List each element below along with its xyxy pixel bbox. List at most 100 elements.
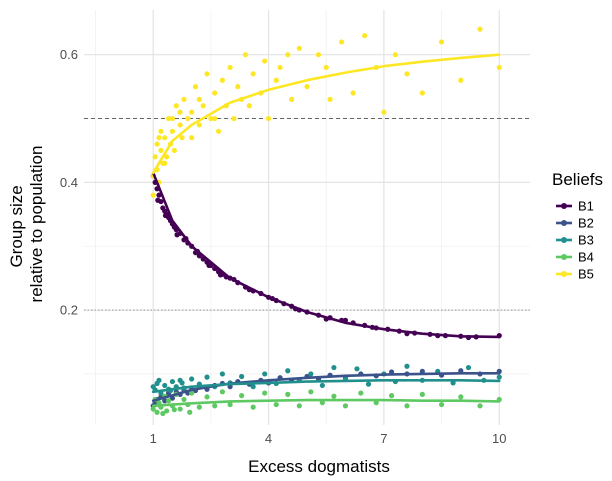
reference-lines — [84, 118, 530, 311]
point-b3-26 — [354, 366, 360, 372]
y-tick-label-1: 0.4 — [60, 175, 78, 190]
point-b5-50 — [381, 109, 387, 115]
point-b5-36 — [250, 71, 256, 77]
point-b4-40 — [187, 409, 193, 415]
point-b5-60 — [169, 115, 176, 122]
point-b5-9 — [162, 135, 168, 141]
point-b5-34 — [242, 52, 249, 58]
point-b4-17 — [219, 389, 226, 395]
point-b4-2 — [154, 409, 160, 415]
point-b5-21 — [189, 135, 195, 141]
point-b5-35 — [246, 103, 252, 109]
point-b5-43 — [296, 45, 302, 51]
point-b3-6 — [169, 378, 176, 385]
point-b5-33 — [235, 84, 241, 90]
point-b3-22 — [308, 371, 314, 377]
point-b5-25 — [204, 71, 210, 77]
point-b3-36 — [496, 374, 502, 380]
x-tick-label-3: 10 — [492, 431, 506, 446]
point-b3-14 — [219, 371, 226, 377]
point-b5-51 — [392, 52, 399, 58]
point-b3-16 — [239, 373, 245, 380]
point-b4-38 — [160, 410, 166, 417]
legend-swatch-dot-b2 — [561, 220, 567, 226]
x-tick-label-1: 4 — [265, 431, 272, 446]
point-b3-34 — [465, 364, 472, 371]
point-b5-4 — [154, 141, 160, 147]
point-b5-38 — [262, 58, 268, 64]
point-b1-51 — [155, 197, 161, 203]
point-b3-10 — [189, 376, 195, 382]
point-b3-27 — [365, 381, 372, 387]
point-b5-58 — [156, 135, 162, 141]
grid — [84, 10, 530, 425]
point-b4-22 — [273, 401, 279, 408]
point-b4-0 — [150, 406, 156, 412]
point-b5-55 — [458, 77, 464, 83]
point-b4-32 — [404, 403, 410, 409]
point-b5-16 — [177, 122, 183, 128]
y-tick-label-2: 0.6 — [60, 47, 78, 62]
point-b5-18 — [181, 96, 187, 102]
point-b5-24 — [200, 103, 206, 109]
y-axis-title-line-1: Group size — [7, 185, 26, 267]
point-b5-10 — [164, 154, 170, 160]
point-b5-61 — [177, 109, 183, 115]
point-b5-41 — [285, 52, 291, 58]
point-b5-42 — [289, 96, 295, 102]
y-axis-title: Group size relative to population — [7, 146, 46, 303]
trend-line-b4 — [151, 398, 501, 408]
point-b3-4 — [162, 382, 168, 389]
point-b1-57 — [217, 272, 224, 278]
point-b5-48 — [350, 90, 356, 96]
point-b4-29 — [358, 390, 364, 396]
point-b5-62 — [196, 96, 202, 102]
point-b5-65 — [277, 64, 283, 71]
point-b5-40 — [273, 77, 279, 83]
point-b5-27 — [212, 90, 218, 96]
trend-line-b3 — [151, 379, 501, 394]
point-b4-33 — [419, 391, 425, 397]
point-b5-7 — [158, 128, 164, 134]
x-tick-label-0: 1 — [150, 431, 157, 446]
point-b3-37 — [156, 377, 162, 383]
point-b5-29 — [219, 77, 226, 83]
point-b5-56 — [477, 26, 483, 32]
point-b5-6 — [158, 147, 164, 154]
point-b5-49 — [362, 32, 368, 39]
trend-lines — [151, 53, 501, 408]
legend-label-b3: B3 — [578, 233, 594, 248]
trend-line-b5 — [151, 53, 501, 175]
point-b4-25 — [308, 389, 314, 395]
point-b5-47 — [339, 39, 345, 45]
point-b4-35 — [458, 394, 464, 400]
point-b5-20 — [189, 109, 195, 115]
point-b5-2 — [152, 154, 158, 160]
point-b3-18 — [262, 371, 268, 377]
point-b1-53 — [174, 232, 180, 238]
point-b5-14 — [171, 147, 177, 154]
point-b4-15 — [204, 394, 210, 400]
legend-swatch-dot-b5 — [561, 271, 567, 277]
point-b5-22 — [192, 84, 199, 90]
point-b3-30 — [404, 363, 410, 369]
legend: Beliefs B1 B2 B3 B4 B5 — [552, 170, 603, 282]
point-b4-39 — [171, 407, 177, 413]
point-b5-45 — [315, 52, 322, 58]
point-b5-19 — [185, 115, 191, 122]
point-b3-39 — [179, 380, 185, 386]
point-b3-17 — [250, 384, 256, 390]
point-b5-44 — [304, 84, 310, 90]
point-b4-7 — [165, 398, 172, 404]
legend-label-b1: B1 — [578, 199, 594, 214]
point-b4-10 — [177, 406, 183, 412]
point-b4-36 — [477, 403, 483, 409]
point-b5-59 — [162, 160, 168, 166]
point-b5-23 — [196, 122, 202, 128]
legend-label-b4: B4 — [578, 250, 594, 265]
point-b2-5 — [162, 398, 168, 404]
point-b5-52 — [404, 71, 410, 77]
point-b3-24 — [331, 364, 337, 371]
point-b4-24 — [296, 403, 302, 409]
